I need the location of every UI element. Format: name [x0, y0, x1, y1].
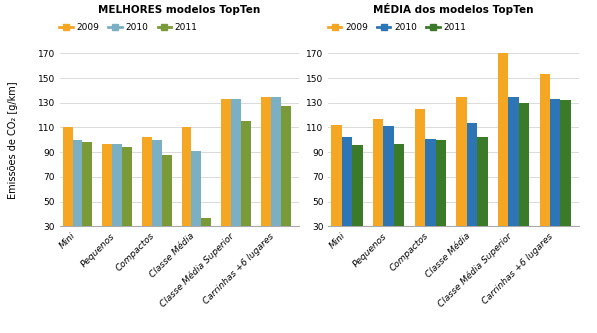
Bar — [519, 103, 529, 263]
Bar — [162, 155, 172, 263]
Bar — [221, 99, 231, 263]
Bar — [192, 151, 201, 263]
Bar — [331, 125, 342, 263]
Bar — [561, 100, 571, 263]
Bar — [152, 140, 162, 263]
Bar — [436, 140, 446, 263]
Bar — [508, 97, 519, 263]
Bar — [241, 121, 251, 263]
Bar — [373, 119, 383, 263]
Bar — [415, 109, 425, 263]
Bar — [467, 123, 477, 263]
Bar — [63, 128, 73, 263]
Bar — [82, 142, 93, 263]
Bar — [181, 128, 192, 263]
Bar — [498, 53, 508, 263]
Bar — [550, 99, 561, 263]
Text: Emissões de CO₂ [g/km]: Emissões de CO₂ [g/km] — [8, 81, 18, 199]
Bar — [73, 140, 82, 263]
Bar — [425, 139, 436, 263]
Bar — [112, 144, 122, 263]
Bar — [122, 147, 132, 263]
Bar — [201, 218, 211, 263]
Text: MÉDIA dos modelos TopTen: MÉDIA dos modelos TopTen — [374, 3, 534, 15]
Bar — [271, 97, 281, 263]
Text: MELHORES modelos TopTen: MELHORES modelos TopTen — [98, 5, 260, 15]
Bar — [456, 97, 467, 263]
Bar — [261, 97, 271, 263]
Bar — [102, 144, 112, 263]
Bar — [281, 107, 291, 263]
Bar — [540, 74, 550, 263]
Bar — [342, 138, 352, 263]
Bar — [394, 144, 404, 263]
Bar — [142, 138, 152, 263]
Bar — [383, 126, 394, 263]
Legend: 2009, 2010, 2011: 2009, 2010, 2011 — [60, 23, 198, 32]
Bar — [231, 99, 241, 263]
Legend: 2009, 2010, 2011: 2009, 2010, 2011 — [328, 23, 466, 32]
Bar — [477, 138, 488, 263]
Bar — [352, 145, 363, 263]
